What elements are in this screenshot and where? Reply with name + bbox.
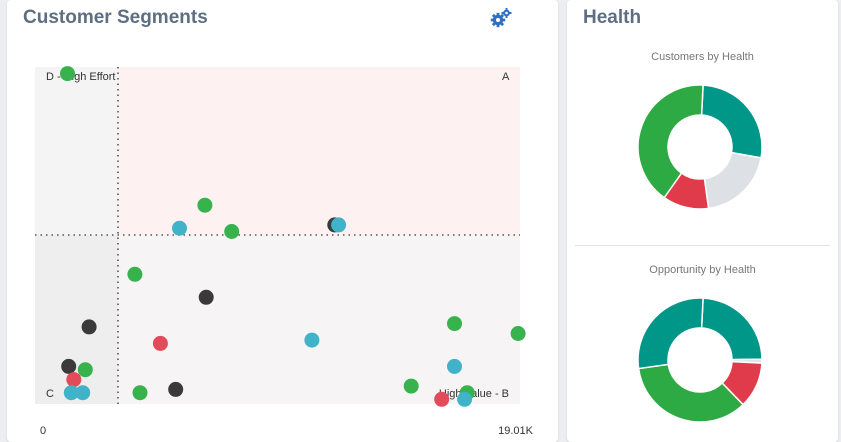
health-divider [575, 245, 830, 246]
gears-icon[interactable] [490, 7, 512, 29]
customer-segments-card: Customer Segments [7, 0, 558, 442]
customers-by-health-title: Customers by Health [651, 51, 754, 63]
scatter-point[interactable] [457, 391, 473, 407]
donut-slice[interactable] [637, 84, 704, 199]
donut-slice[interactable] [700, 84, 763, 159]
donut-slice[interactable] [703, 151, 762, 210]
health-card: Health Customers by Health Opportunity b… [567, 0, 838, 442]
x-axis-max-label: 19.01K [498, 425, 534, 437]
scatter-point[interactable] [197, 197, 213, 213]
scatter-point[interactable] [331, 217, 347, 233]
quadrant-d-label: D - High Effort [46, 71, 116, 83]
scatter-point[interactable] [403, 378, 419, 394]
scatter-point[interactable] [77, 362, 93, 378]
scatter-point[interactable] [61, 358, 77, 374]
donut-slice[interactable] [700, 297, 763, 361]
opportunity-by-health-donut[interactable] [637, 297, 763, 423]
scatter-point[interactable] [304, 332, 320, 348]
scatter-point[interactable] [127, 266, 143, 282]
scatter-point[interactable] [510, 326, 526, 341]
donut-slice[interactable] [637, 363, 745, 423]
quadrant-d-background [35, 67, 118, 235]
quadrant-c-label: C [46, 388, 54, 400]
scatter-point[interactable] [224, 224, 240, 239]
scatter-point[interactable] [152, 335, 168, 351]
donut-slice[interactable] [637, 297, 704, 370]
scatter-point[interactable] [447, 316, 462, 332]
scatter-point[interactable] [447, 358, 462, 374]
scatter-point[interactable] [66, 372, 82, 388]
scatter-point[interactable] [63, 385, 79, 401]
scatter-point[interactable] [81, 319, 97, 335]
scatter-point[interactable] [168, 381, 184, 397]
scatter-point[interactable] [60, 66, 75, 82]
quadrant-a-label: A [502, 71, 510, 83]
health-title: Health [583, 7, 642, 28]
quadrant-a-background [118, 67, 520, 235]
x-axis-min-label: 0 [40, 425, 46, 437]
scatter-point[interactable] [75, 385, 91, 401]
scatter-point[interactable] [132, 385, 148, 401]
opportunity-by-health-title: Opportunity by Health [649, 264, 756, 276]
customers-by-health-donut[interactable] [637, 84, 763, 210]
scatter-point[interactable] [198, 289, 214, 305]
scatter-point[interactable] [172, 220, 187, 236]
customer-segments-scatter: D - High Effort A C High Value - B 0 19.… [35, 66, 534, 437]
customer-segments-title: Customer Segments [23, 7, 208, 28]
scatter-point[interactable] [434, 391, 450, 407]
